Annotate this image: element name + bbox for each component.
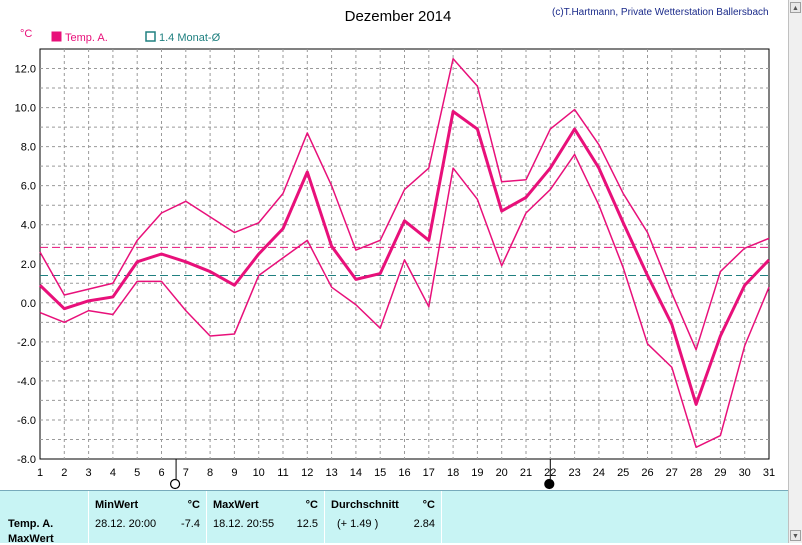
chart: -8.0 -6.0 -4.0 -2.0 0.0 2.0 4.0 6.0 8.0 10.0 12.0 1…: [15, 7, 775, 490]
x-tick-label: 17: [423, 467, 435, 479]
x-tick-label: 16: [398, 467, 410, 479]
x-tick-label: 23: [568, 467, 580, 479]
y-tick-label: 2.0: [21, 259, 36, 271]
y-tick-label: -8.0: [17, 454, 36, 466]
y-tick-label: -6.0: [17, 415, 36, 427]
new-moon-icon: [544, 478, 555, 490]
legend-temp-swatch: [51, 31, 62, 42]
x-tick-label: 14: [350, 467, 362, 479]
y-tick-label: 6.0: [21, 181, 36, 193]
x-tick-label: 21: [520, 467, 532, 479]
x-tick-label: 12: [301, 467, 313, 479]
x-tick-label: 27: [666, 467, 678, 479]
x-tick-label: 31: [763, 467, 775, 479]
x-tick-label: 11: [277, 467, 288, 479]
y-tick-label: 4.0: [21, 220, 36, 232]
x-tick-label: 5: [134, 467, 140, 479]
avg-header: Durchschnitt: [331, 499, 399, 511]
x-tick-label: 20: [496, 467, 508, 479]
stats-panel: Temp. A. MaxWert MinWert °C 28.12. 20:00…: [0, 490, 788, 545]
x-tick-label: 19: [471, 467, 483, 479]
x-tick-label: 3: [86, 467, 92, 479]
legend-temp-label: Temp. A.: [65, 32, 108, 44]
row-label-maxwert: MaxWert: [8, 533, 54, 545]
x-tick-label: 25: [617, 467, 629, 479]
legend-avg-swatch: [145, 31, 156, 42]
x-tick-label: 24: [593, 467, 605, 479]
x-tick-label: 15: [374, 467, 386, 479]
x-tick-label: 18: [447, 467, 459, 479]
avg-value: 2.84: [413, 518, 435, 530]
scroll-down-icon[interactable]: ▼: [790, 530, 801, 541]
y-axis-unit: °C: [20, 28, 32, 40]
x-tick-label: 10: [253, 467, 265, 479]
x-tick-label: 8: [207, 467, 213, 479]
min-value: -7.4: [181, 518, 200, 530]
x-tick-label: 30: [739, 467, 751, 479]
series-min-line: [39, 153, 770, 449]
x-tick-label: 6: [158, 467, 164, 479]
chart-title: Dezember 2014: [345, 8, 452, 25]
max-value: 12.5: [296, 518, 318, 530]
x-tick-label: 28: [690, 467, 702, 479]
y-tick-label: 12.0: [15, 64, 36, 76]
full-moon-icon: [169, 478, 181, 490]
x-tick-label: 9: [231, 467, 237, 479]
avg-unit: °C: [422, 499, 435, 511]
y-tick-label: -2.0: [17, 337, 36, 349]
y-tick-label: 0.0: [21, 298, 36, 310]
x-tick-label: 1: [37, 467, 43, 479]
y-tick-label: 8.0: [21, 142, 36, 154]
max-datetime: 18.12. 20:55: [213, 518, 275, 530]
x-tick-label: 4: [110, 467, 116, 479]
x-tick-label: 13: [325, 467, 337, 479]
copyright-text: (c)T.Hartmann, Private Wetterstation Bal…: [552, 7, 769, 18]
x-tick-label: 26: [641, 467, 653, 479]
avg-diff: (+ 1.49 ): [337, 518, 379, 530]
series-mean-line: [38, 109, 771, 406]
min-datetime: 28.12. 20:00: [95, 518, 157, 530]
max-column: MaxWert °C 18.12. 20:55 12.5: [206, 491, 324, 544]
row-label-temp: Temp. A.: [8, 518, 54, 530]
x-tick-label: 29: [714, 467, 726, 479]
series-max-line: [39, 58, 770, 351]
y-tick-label: 10.0: [15, 103, 36, 115]
min-header: MinWert: [95, 499, 139, 511]
chart-svg: -8.0 -6.0 -4.0 -2.0 0.0 2.0 4.0 6.0 8.0 10.0 12.0 1…: [15, 7, 775, 490]
x-tick-label: 2: [61, 467, 67, 479]
max-header: MaxWert: [213, 499, 259, 511]
vertical-scrollbar[interactable]: ▲ ▼: [788, 0, 802, 543]
min-unit: °C: [187, 499, 200, 511]
y-tick-label: -4.0: [17, 376, 36, 388]
x-tick-label: 7: [183, 467, 189, 479]
max-unit: °C: [305, 499, 318, 511]
scroll-up-icon[interactable]: ▲: [790, 2, 801, 13]
legend-avg-label: 1.4 Monat-Ø: [159, 32, 221, 44]
avg-column: Durchschnitt °C (+ 1.49 ) 2.84: [324, 491, 442, 544]
min-column: MinWert °C 28.12. 20:00 -7.4: [88, 491, 206, 544]
